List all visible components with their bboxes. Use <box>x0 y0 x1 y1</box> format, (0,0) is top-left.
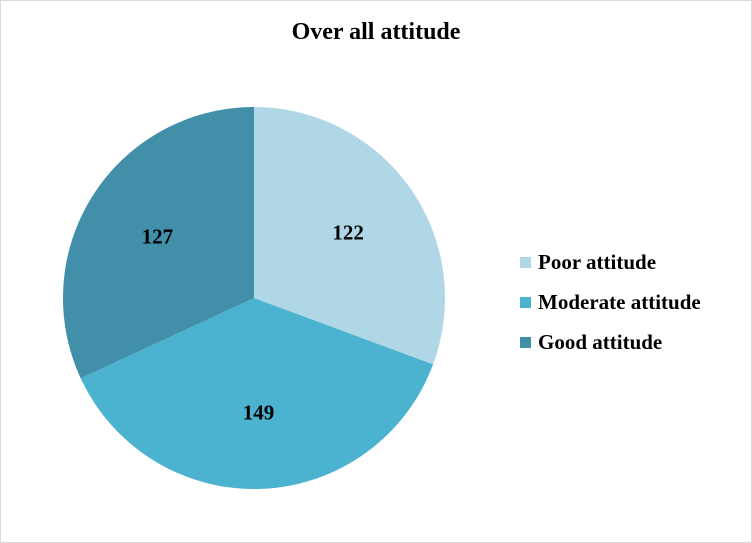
legend: Poor attitude Moderate attitude Good att… <box>520 242 701 362</box>
slice-label-poor-attitude: 122 <box>332 221 364 245</box>
legend-item-poor-attitude: Poor attitude <box>520 242 701 282</box>
legend-item-moderate-attitude: Moderate attitude <box>520 282 701 322</box>
slice-label-good-attitude: 127 <box>142 224 174 248</box>
legend-label-good-attitude: Good attitude <box>538 329 663 354</box>
pie-slice-moderate-attitude <box>80 298 434 490</box>
legend-item-good-attitude: Good attitude <box>520 322 701 362</box>
legend-swatch-moderate-attitude <box>520 296 531 308</box>
pie-slice-good-attitude <box>62 107 254 379</box>
chart-title: Over all attitude <box>291 19 461 45</box>
slice-label-moderate-attitude: 149 <box>243 401 275 425</box>
legend-swatch-good-attitude <box>520 336 531 348</box>
legend-swatch-poor-attitude <box>520 256 531 268</box>
legend-label-moderate-attitude: Moderate attitude <box>538 289 701 314</box>
pie-slice-poor-attitude <box>254 107 445 365</box>
legend-label-poor-attitude: Poor attitude <box>538 249 657 274</box>
